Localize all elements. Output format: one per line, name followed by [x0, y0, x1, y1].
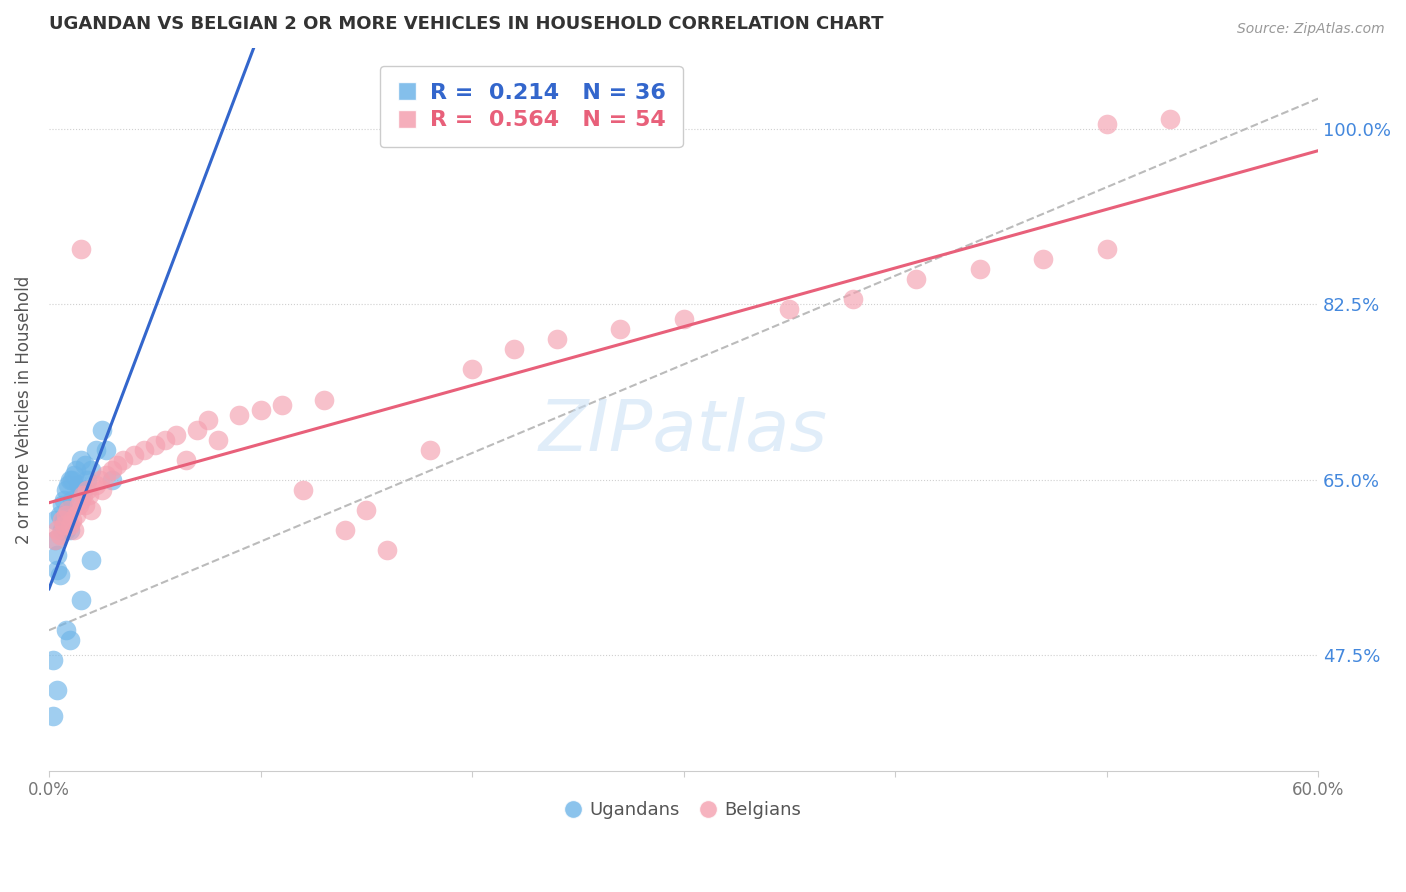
Point	[186, 423, 208, 437]
Point	[56, 503, 79, 517]
Point	[73, 458, 96, 472]
Point	[48, 528, 70, 542]
Point	[84, 442, 107, 457]
Point	[72, 488, 94, 502]
Point	[42, 653, 65, 667]
Point	[77, 488, 100, 502]
Point	[89, 473, 111, 487]
Point	[55, 523, 77, 537]
Point	[461, 362, 484, 376]
Point	[312, 392, 335, 407]
Point	[44, 513, 66, 527]
Point	[377, 543, 399, 558]
Point	[46, 563, 69, 577]
Text: ZIPatlas: ZIPatlas	[538, 397, 828, 466]
Point	[90, 483, 112, 497]
Point	[73, 498, 96, 512]
Point	[65, 463, 87, 477]
Point	[249, 402, 271, 417]
Point	[134, 442, 156, 457]
Point	[59, 473, 82, 487]
Point	[46, 683, 69, 698]
Point	[969, 262, 991, 277]
Point	[69, 492, 91, 507]
Text: Source: ZipAtlas.com: Source: ZipAtlas.com	[1237, 22, 1385, 37]
Point	[111, 452, 134, 467]
Point	[80, 503, 103, 517]
Point	[1032, 252, 1054, 266]
Point	[72, 483, 94, 497]
Point	[1095, 242, 1118, 256]
Point	[60, 513, 83, 527]
Point	[207, 433, 229, 447]
Point	[44, 533, 66, 547]
Point	[55, 508, 77, 522]
Point	[56, 478, 79, 492]
Point	[905, 272, 928, 286]
Point	[52, 492, 75, 507]
Point	[52, 517, 75, 532]
Legend: Ugandans, Belgians: Ugandans, Belgians	[558, 794, 808, 827]
Point	[55, 483, 77, 497]
Point	[69, 242, 91, 256]
Point	[842, 292, 865, 306]
Point	[356, 503, 378, 517]
Point	[46, 523, 69, 537]
Point	[672, 312, 695, 326]
Point	[1159, 112, 1181, 126]
Point	[60, 492, 83, 507]
Point	[80, 553, 103, 567]
Point	[59, 633, 82, 648]
Point	[122, 448, 145, 462]
Point	[333, 523, 356, 537]
Point	[176, 452, 198, 467]
Point	[48, 568, 70, 582]
Point	[48, 508, 70, 522]
Point	[228, 408, 250, 422]
Point	[609, 322, 631, 336]
Point	[90, 423, 112, 437]
Point	[94, 442, 117, 457]
Point	[51, 498, 73, 512]
Point	[67, 478, 90, 492]
Point	[76, 483, 98, 497]
Point	[67, 498, 90, 512]
Point	[46, 548, 69, 562]
Point	[69, 452, 91, 467]
Point	[55, 624, 77, 638]
Point	[155, 433, 177, 447]
Point	[44, 533, 66, 547]
Point	[42, 708, 65, 723]
Point	[69, 593, 91, 607]
Point	[80, 463, 103, 477]
Point	[51, 523, 73, 537]
Point	[65, 508, 87, 522]
Point	[270, 398, 292, 412]
Point	[59, 517, 82, 532]
Point	[101, 473, 124, 487]
Point	[546, 332, 568, 346]
Point	[60, 473, 83, 487]
Point	[59, 523, 82, 537]
Point	[778, 302, 800, 317]
Point	[94, 467, 117, 482]
Point	[76, 473, 98, 487]
Point	[165, 427, 187, 442]
Point	[291, 483, 314, 497]
Point	[1095, 117, 1118, 131]
Point	[84, 478, 107, 492]
Point	[51, 513, 73, 527]
Point	[503, 343, 526, 357]
Point	[101, 463, 124, 477]
Y-axis label: 2 or more Vehicles in Household: 2 or more Vehicles in Household	[15, 276, 32, 544]
Point	[197, 412, 219, 426]
Point	[419, 442, 441, 457]
Text: UGANDAN VS BELGIAN 2 OR MORE VEHICLES IN HOUSEHOLD CORRELATION CHART: UGANDAN VS BELGIAN 2 OR MORE VEHICLES IN…	[49, 15, 883, 33]
Point	[143, 438, 166, 452]
Point	[63, 467, 86, 482]
Point	[63, 523, 86, 537]
Point	[52, 513, 75, 527]
Point	[105, 458, 128, 472]
